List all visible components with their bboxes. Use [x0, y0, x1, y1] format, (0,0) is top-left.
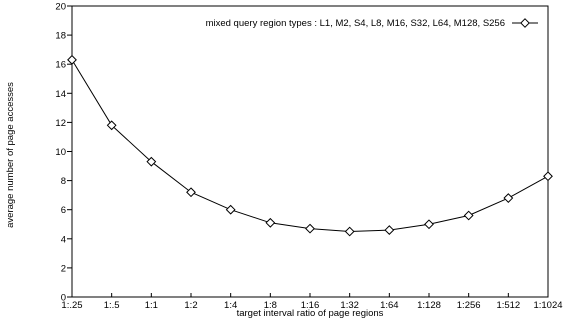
series-line — [71, 59, 549, 233]
series-layer — [67, 54, 553, 237]
data-point-marker — [344, 226, 355, 237]
y-axis-title: average number of page accesses — [5, 82, 16, 228]
data-point-marker — [67, 54, 77, 65]
data-point-marker — [225, 204, 236, 215]
data-point-marker — [543, 171, 553, 182]
x-tick-label: 1:16 — [301, 300, 320, 311]
y-tick-label: 4 — [61, 234, 66, 245]
x-tick-label: 1:32 — [340, 300, 359, 311]
y-tick-label: 8 — [61, 176, 66, 187]
data-point-marker — [384, 225, 395, 235]
y-tick-label: 20 — [55, 2, 66, 13]
y-tick-label: 14 — [55, 89, 66, 100]
x-tick-label: 1:64 — [380, 300, 399, 311]
x-tick-label: 1:1024 — [533, 300, 562, 311]
data-point-marker — [106, 120, 117, 131]
data-point-marker — [503, 193, 514, 203]
plot-frame — [71, 5, 549, 298]
x-tick-label: 1:8 — [264, 300, 277, 311]
legend: mixed query region types : L1, M2, S4, L… — [206, 18, 538, 29]
data-point-marker — [146, 156, 157, 167]
y-tick-label: 2 — [61, 263, 66, 274]
y-axis-ticks: 0 2 4 6 8 10 12 14 16 18 20 — [55, 2, 72, 304]
y-tick-label: 10 — [55, 147, 66, 158]
x-tick-label: 1:1 — [145, 300, 158, 311]
data-point-marker — [305, 223, 315, 234]
x-tick-label: 1:4 — [224, 300, 237, 311]
x-axis-ticks: 1:.25 1:.5 1:1 1:2 1:4 1:8 1:16 1:32 1:64 1:128 1:… — [61, 293, 563, 311]
x-tick-label: 1:2 — [184, 300, 197, 311]
x-tick-label: 1:256 — [457, 300, 481, 311]
x-tick-label: 1:512 — [496, 300, 520, 311]
data-point-marker — [463, 210, 474, 221]
legend-label: mixed query region types : L1, M2, S4, L… — [206, 18, 505, 29]
y-tick-label: 12 — [55, 118, 66, 129]
x-tick-label: 1:128 — [417, 300, 441, 311]
x-tick-label: 1:.5 — [104, 300, 120, 311]
x-axis-title: target interval ratio of page regions — [237, 308, 384, 319]
y-tick-label: 6 — [61, 205, 66, 216]
data-point-marker — [424, 219, 434, 230]
y-tick-label: 16 — [55, 60, 66, 71]
data-point-marker — [265, 217, 276, 228]
data-point-marker — [186, 187, 196, 198]
y-tick-label: 18 — [55, 31, 66, 42]
axes — [71, 5, 549, 298]
legend-marker-sample — [520, 18, 530, 28]
y-tick-label: 0 — [61, 293, 66, 304]
x-tick-label: 1:.25 — [61, 300, 82, 311]
